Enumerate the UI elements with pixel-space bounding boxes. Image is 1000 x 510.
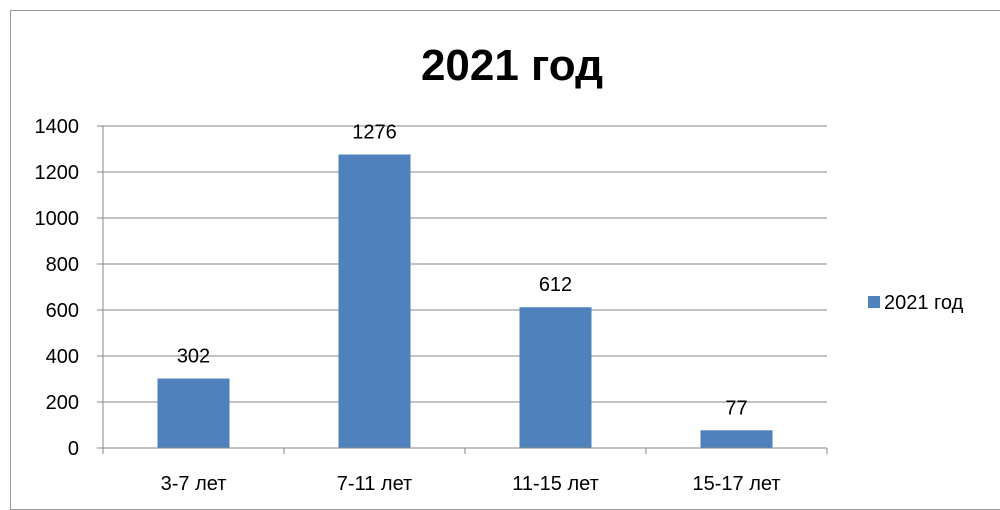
bars [157,154,773,448]
y-tick-label: 1200 [35,162,80,184]
data-label: 612 [539,274,572,296]
bar [157,378,230,448]
y-axis-tick-labels: 0 200 400 600 800 1000 1200 1400 [35,116,80,460]
axes [102,126,828,454]
x-tick-label: 7-11 лет [337,473,412,495]
x-tick-label: 11-15 лет [512,473,599,495]
y-tick-label: 200 [46,392,79,414]
data-label: 77 [725,397,747,419]
bar [519,307,592,448]
data-labels: 302 1276 612 77 [177,122,748,420]
bar [700,430,773,448]
chart-title: 2021 год [421,41,603,90]
y-tick-label: 1400 [35,116,80,138]
data-label: 302 [177,346,210,368]
data-label: 1276 [352,122,397,144]
x-tick-label: 15-17 лет [693,473,781,495]
y-tick-label: 1000 [35,208,80,230]
x-axis-tick-labels: 3-7 лет 7-11 лет 11-15 лет 15-17 лет [161,473,781,495]
x-tick-label: 3-7 лет [161,473,227,495]
legend: 2021 год [868,292,964,314]
y-tick-label: 600 [46,300,79,322]
y-tick-label: 400 [46,346,79,368]
legend-swatch [868,296,880,308]
bar [338,154,411,448]
y-tick-label: 0 [68,438,79,460]
legend-label: 2021 год [884,292,964,314]
y-tick-label: 800 [46,254,79,276]
